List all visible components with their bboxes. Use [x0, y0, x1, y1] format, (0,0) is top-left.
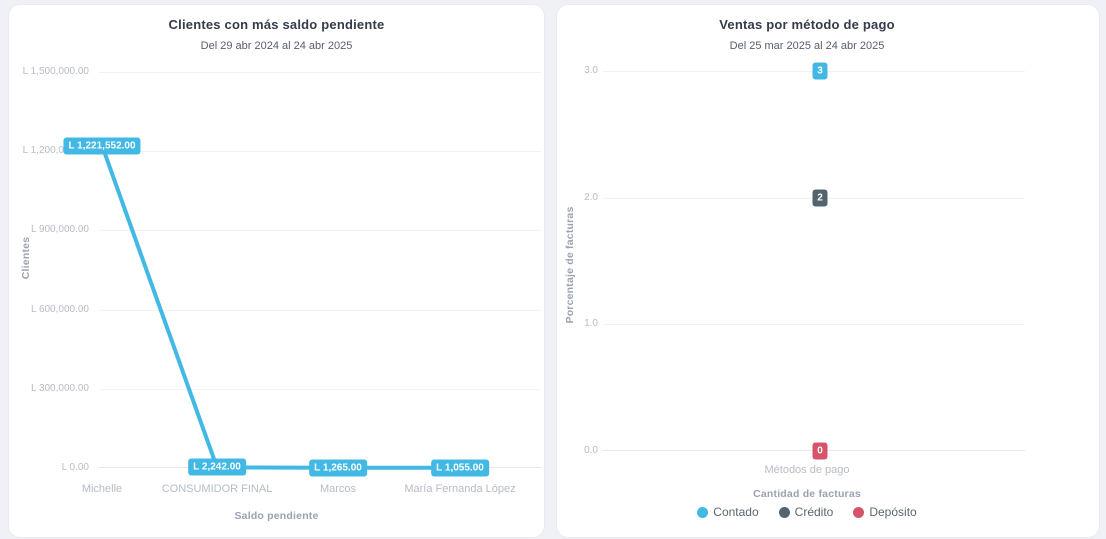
- chart-plot-area: [99, 72, 541, 470]
- chart-canvas: Ventas por método de pago Del 25 mar 202…: [557, 5, 1057, 539]
- data-point-label: L 1,221,552.00: [63, 137, 141, 154]
- legend-item[interactable]: Crédito: [778, 505, 834, 519]
- gridline: [99, 389, 541, 390]
- data-point-label: 0: [812, 442, 828, 460]
- y-axis-tick-label: L 600,000.00: [30, 303, 89, 315]
- y-axis-tick-label: L 0.00: [61, 462, 89, 473]
- y-axis-tick-label: L 1,200,000.00: [22, 145, 89, 157]
- x-axis-tick-label: Métodos de pago: [764, 464, 850, 476]
- y-axis-tick-label: 0.0: [584, 445, 598, 456]
- legend-label: Crédito: [794, 505, 834, 519]
- gridline: [99, 230, 541, 231]
- gridline: [99, 72, 541, 73]
- chart-title: Ventas por método de pago: [719, 17, 895, 32]
- legend-swatch: [778, 506, 790, 518]
- x-axis-title: Saldo pendiente: [234, 510, 319, 522]
- chart-title: Clientes con más saldo pendiente: [168, 17, 385, 32]
- y-axis-tick-label: L 1,500,000.00: [22, 66, 89, 77]
- data-point-label: L 2,242.00: [188, 458, 246, 476]
- gridline: [603, 324, 1025, 325]
- data-point-label: 3: [812, 62, 828, 80]
- data-point-label: 2: [812, 189, 828, 207]
- y-axis-title: Clientes: [20, 236, 32, 280]
- legend-label: Depósito: [869, 505, 917, 519]
- pending-balance-chart-card: Clientes con más saldo pendiente Del 29 …: [8, 4, 545, 538]
- x-axis-tick-label: María Fernanda López: [404, 483, 516, 495]
- y-axis-tick-label: 2.0: [584, 191, 598, 203]
- gridline: [99, 151, 541, 152]
- chart-date-range: Del 29 abr 2024 al 24 abr 2025: [200, 40, 353, 52]
- y-axis-tick-label: L 300,000.00: [30, 382, 89, 394]
- x-axis-title: Cantidad de facturas: [753, 488, 861, 500]
- data-point-label: L 1,055.00: [431, 459, 489, 477]
- payment-method-chart-card: Ventas por método de pago Del 25 mar 202…: [556, 4, 1100, 538]
- legend-label: Contado: [713, 505, 759, 519]
- legend-item[interactable]: Contado: [697, 505, 759, 519]
- y-axis-tick-label: 3.0: [584, 65, 598, 76]
- data-point-label: L 1,265.00: [309, 459, 367, 477]
- legend-item[interactable]: Depósito: [853, 505, 917, 519]
- line-series: [100, 143, 462, 470]
- chart-legend: Contado Crédito Depósito: [557, 505, 1057, 519]
- y-axis-tick-label: L 900,000.00: [30, 224, 89, 236]
- y-axis-title: Porcentaje de facturas: [564, 206, 576, 324]
- chart-date-range: Del 25 mar 2025 al 24 abr 2025: [729, 40, 885, 52]
- chart-plot-area: [603, 71, 1025, 451]
- y-axis-tick-label: 1.0: [584, 318, 598, 330]
- x-axis-tick-label: Marcos: [319, 483, 357, 495]
- legend-swatch: [853, 506, 865, 518]
- gridline: [99, 310, 541, 311]
- legend-swatch: [697, 506, 709, 518]
- x-axis-tick-label: CONSUMIDOR FINAL: [161, 483, 273, 495]
- x-axis-tick-label: Michelle: [81, 483, 123, 495]
